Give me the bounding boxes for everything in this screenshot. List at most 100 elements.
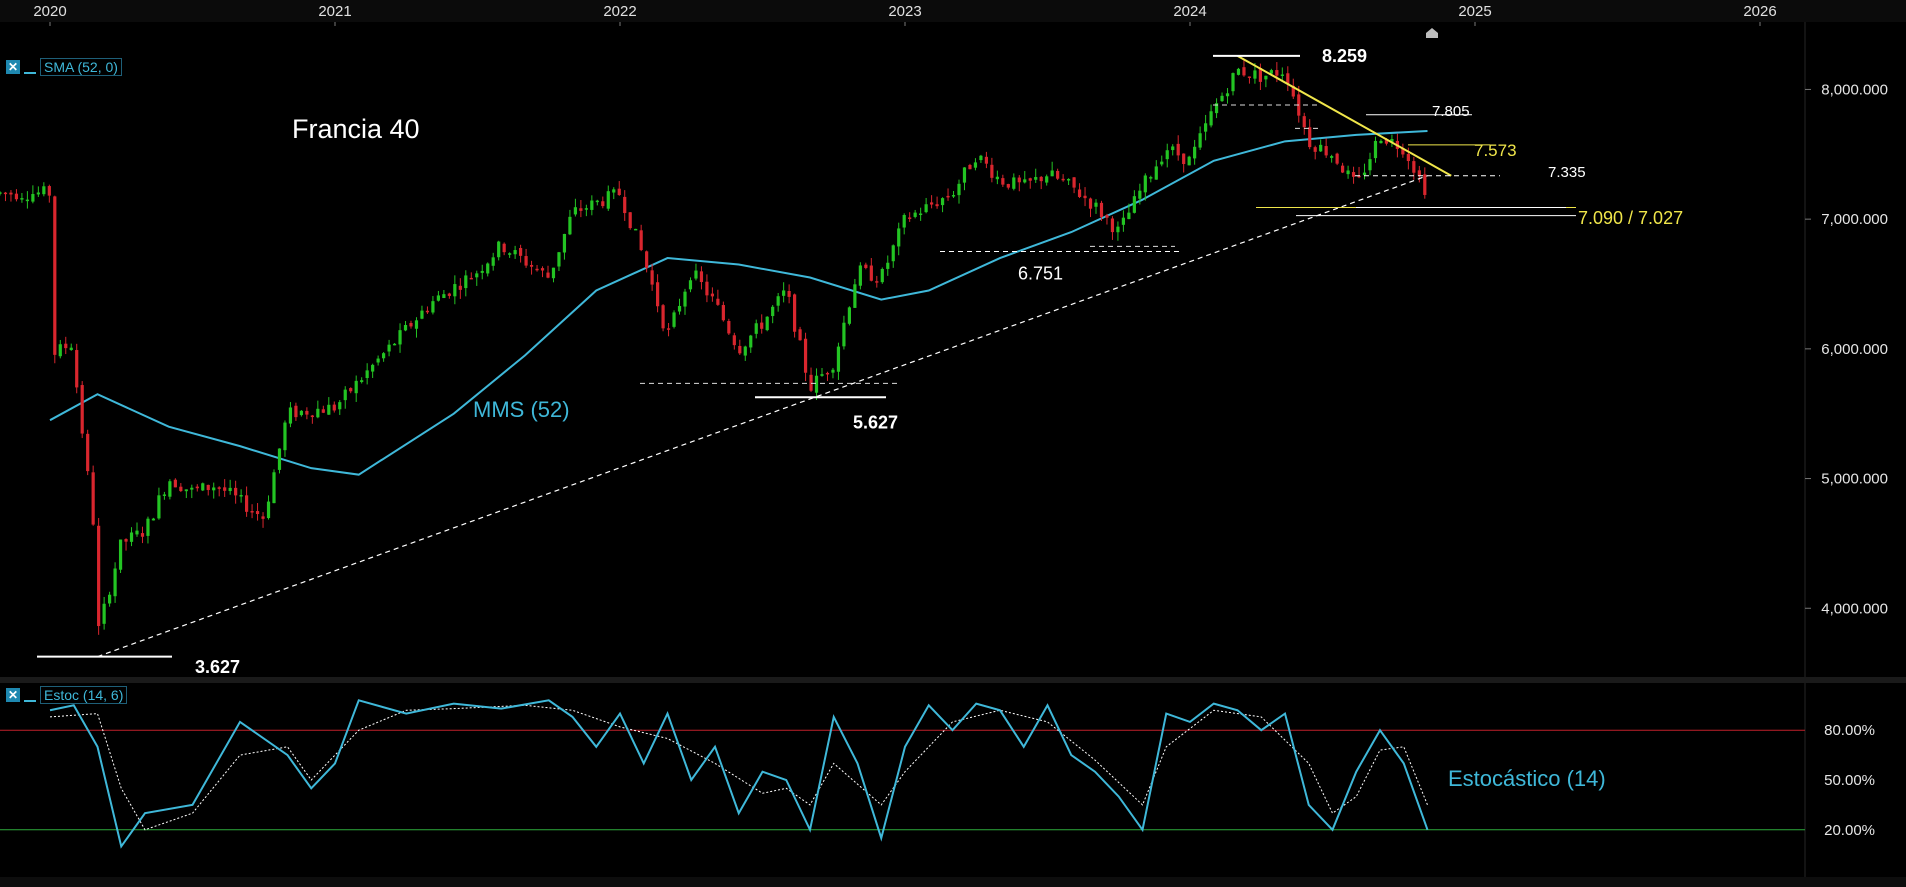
candle-body [1384,138,1389,144]
close-icon[interactable]: ✕ [6,60,20,74]
candle-body [1001,178,1005,185]
candle-body [392,343,397,346]
candle-body [36,192,40,195]
candle-body [1182,153,1186,165]
candle-body [305,410,309,415]
candle-body [299,410,303,416]
candle-body [1121,217,1125,225]
candle-body [310,415,314,418]
candle-body [1110,218,1115,233]
candle-body [864,264,868,268]
price-tick-label: 7,000.000 [1821,211,1888,228]
candle-body [568,216,572,235]
candle-body [1423,174,1427,195]
panel-separator[interactable] [0,677,1906,683]
candle-body [31,194,35,202]
minimize-icon[interactable] [24,60,36,74]
candle-body [694,270,698,279]
candle-body [469,277,473,280]
candle-body [1067,179,1071,181]
candle-body [705,281,709,296]
candle-body [529,264,534,267]
candle-body [683,291,687,307]
candle-body [403,325,408,331]
candle-body [798,329,802,341]
candle-body [771,306,775,317]
candle-body [672,312,676,327]
year-tick-label: 2020 [33,3,66,20]
candle-body [1406,154,1410,162]
sma-indicator-chip[interactable]: ✕ SMA (52, 0) [6,58,122,76]
candle-body [1176,143,1180,156]
chart-title: Francia 40 [292,114,420,144]
price-tick-label: 5,000.000 [1821,471,1888,488]
candle-body [1357,175,1361,178]
candle-body [442,294,446,299]
candle-body [425,310,430,313]
year-tick-label: 2021 [318,3,351,20]
stoch-indicator-label[interactable]: Estoc (14, 6) [40,686,128,704]
year-tick-label: 2025 [1458,3,1491,20]
year-tick-label: 2022 [603,3,636,20]
candle-body [1138,190,1142,199]
candle-body [255,511,260,515]
candle-body [497,241,501,258]
candle-body [1006,184,1010,188]
candle-body [535,268,539,271]
candle-body [1198,133,1202,148]
candle-body [793,294,797,332]
candle-body [464,275,468,289]
candle-body [1204,123,1208,132]
candle-body [1127,212,1131,220]
level-label: 8.259 [1322,46,1367,66]
candle-body [1302,116,1306,128]
minimize-icon[interactable] [24,688,36,702]
candle-body [354,380,358,394]
candle-body [634,228,638,231]
candle-body [502,243,506,253]
candle-body [162,494,166,496]
candle-body [1209,111,1213,126]
candle-body [1165,150,1169,160]
candle-body [601,201,605,207]
candle-body [519,248,523,256]
candle-body [809,374,813,391]
candle-body [1099,202,1104,218]
candle-body [1373,140,1378,159]
candle-body [245,495,249,512]
candle-body [1105,215,1109,218]
candle-body [628,212,632,229]
candle-body [814,375,819,393]
candle-body [716,298,720,305]
close-icon[interactable]: ✕ [6,688,20,702]
candle-body [486,263,490,274]
level-label: 7.573 [1474,141,1517,160]
candle-body [420,310,424,319]
level-label: 5.627 [853,413,898,433]
candle-body [842,322,846,347]
candle-body [831,369,835,373]
candle-body [1231,73,1235,92]
candle-body [261,516,265,519]
candle-body [617,188,621,195]
candle-body [749,335,753,348]
candle-body [360,380,364,383]
candle-body [431,301,435,313]
candle-body [436,295,440,301]
candle-body [562,233,567,253]
home-icon[interactable] [1426,28,1438,38]
candle-body [957,183,961,196]
candle-body [250,511,254,513]
candle-body [869,265,873,281]
candle-body [1390,139,1394,143]
sma-indicator-label[interactable]: SMA (52, 0) [40,58,122,76]
candle-body [1308,127,1312,148]
candle-body [458,285,462,290]
candle-body [447,293,451,296]
candle-body [743,346,747,356]
stoch-indicator-chip[interactable]: ✕ Estoc (14, 6) [6,686,128,704]
time-axis-bar [0,0,1906,22]
candle-body [820,374,824,376]
price-tick-label: 6,000.000 [1821,341,1888,358]
